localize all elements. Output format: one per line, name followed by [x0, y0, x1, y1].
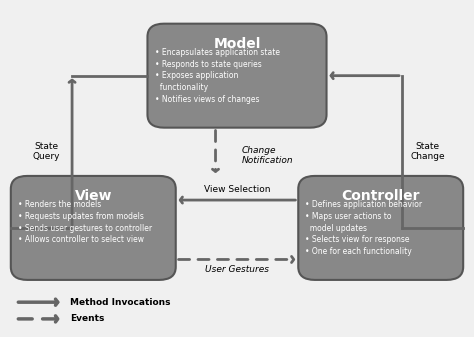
Text: • Encapsulates application state
• Responds to state queries
• Exposes applicati: • Encapsulates application state • Respo… [155, 48, 280, 104]
Text: State
Change: State Change [410, 142, 445, 161]
Text: Events: Events [70, 314, 104, 324]
Text: View Selection: View Selection [204, 185, 270, 194]
Text: • Renders the models
• Requests updates from models
• Sends user gestures to con: • Renders the models • Requests updates … [18, 200, 152, 244]
Text: View: View [74, 189, 112, 203]
FancyBboxPatch shape [298, 176, 463, 280]
Text: Method Invocations: Method Invocations [70, 298, 170, 307]
Text: User Gestures: User Gestures [205, 265, 269, 274]
FancyBboxPatch shape [147, 24, 327, 128]
Text: State
Query: State Query [32, 142, 60, 161]
Text: Change
Notification: Change Notification [241, 146, 293, 165]
FancyBboxPatch shape [11, 176, 176, 280]
Text: Controller: Controller [341, 189, 420, 203]
Text: • Defines application behavior
• Maps user actions to
  model updates
• Selects : • Defines application behavior • Maps us… [305, 200, 422, 256]
Text: Model: Model [213, 37, 261, 51]
